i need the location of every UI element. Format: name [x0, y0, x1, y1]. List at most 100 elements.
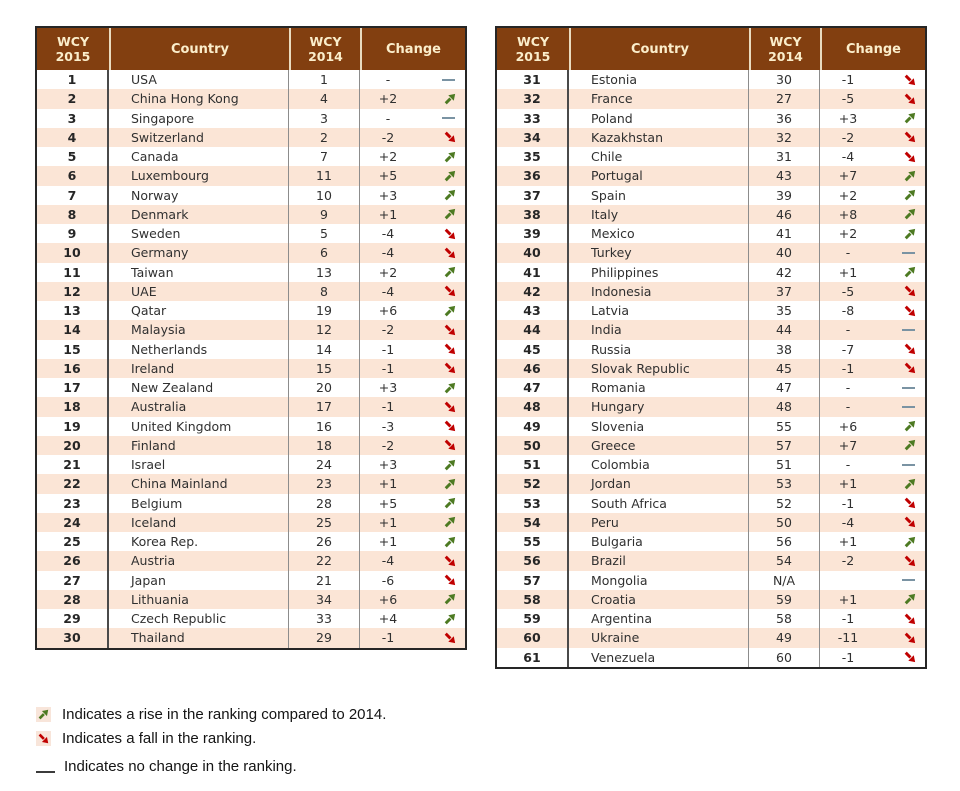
- rank-2015-cell: 20: [37, 435, 109, 455]
- fall-arrow-icon: [444, 420, 456, 432]
- rank-2014-cell: 52: [749, 493, 820, 513]
- change-cell: +8: [820, 205, 925, 224]
- rank-2015-cell: 29: [37, 609, 109, 629]
- rank-2015-cell: 30: [37, 628, 109, 648]
- rank-2015-cell: 55: [497, 532, 569, 552]
- fall-arrow-icon: [904, 363, 916, 374]
- rank-2015-cell: 36: [497, 166, 569, 186]
- rank-2015-cell: 16: [37, 358, 109, 378]
- rise-arrow-icon: [444, 170, 456, 182]
- change-direction: [426, 516, 465, 528]
- country-cell: USA: [109, 70, 289, 90]
- change-direction: [426, 343, 465, 355]
- fall-arrow-icon: [444, 247, 456, 259]
- legend-item-fall: Indicates a fall in the ranking.: [36, 726, 386, 750]
- table-row: 39 Mexico 41 +2: [497, 224, 925, 244]
- country-cell: Japan: [109, 570, 289, 590]
- rank-2014-cell: 33: [289, 609, 360, 629]
- change-direction: [426, 459, 465, 471]
- change-cell: -1: [820, 648, 925, 667]
- header-wcy-2014-line2: 2014: [768, 49, 803, 64]
- change-cell: +2: [820, 186, 925, 205]
- change-direction: [886, 328, 925, 331]
- change-cell: -1: [360, 359, 465, 378]
- change-direction: [426, 439, 465, 451]
- header-change-label: Change: [386, 41, 441, 57]
- change-value: -2: [381, 129, 395, 145]
- table-row: 35 Chile 31 -4: [497, 147, 925, 167]
- rank-2015-cell: 46: [497, 358, 569, 378]
- rise-arrow-icon: [904, 536, 916, 547]
- change-value: +2: [378, 149, 398, 165]
- change-direction: [426, 266, 465, 278]
- change-value: -1: [841, 495, 855, 511]
- rise-arrow-icon: [904, 189, 916, 201]
- table-row: 48 Hungary 48 -: [497, 397, 925, 417]
- legend-text-rise: Indicates a rise in the ranking compared…: [62, 705, 387, 723]
- change-value: +1: [838, 264, 858, 280]
- rank-2014-cell: 55: [749, 416, 820, 436]
- rank-2015-cell: 56: [497, 551, 569, 571]
- rank-2014-cell: 4: [289, 89, 360, 109]
- rank-2015-cell: 49: [497, 416, 569, 436]
- change-direction: [886, 478, 925, 490]
- rise-arrow-icon: [444, 536, 456, 547]
- rank-2015-cell: 8: [37, 204, 109, 224]
- country-cell: Taiwan: [109, 262, 289, 282]
- rank-2015-cell: 33: [497, 108, 569, 128]
- change-direction: [426, 478, 465, 490]
- country-cell: South Africa: [569, 493, 749, 513]
- rank-2015-cell: 40: [497, 243, 569, 263]
- rank-2014-cell: 34: [289, 589, 360, 609]
- change-cell: +3: [360, 378, 465, 397]
- change-direction: [426, 574, 465, 586]
- country-cell: Ireland: [109, 358, 289, 378]
- change-value: -11: [837, 630, 859, 646]
- rank-2014-cell: 47: [749, 378, 820, 398]
- rank-2015-cell: 60: [497, 628, 569, 648]
- rank-2014-cell: 9: [289, 204, 360, 224]
- table-row: 25 Korea Rep. 26 +1: [37, 532, 465, 552]
- rank-2015-cell: 43: [497, 301, 569, 321]
- change-cell: -2: [820, 551, 925, 570]
- rank-2015-cell: 58: [497, 589, 569, 609]
- change-value: +6: [378, 303, 398, 319]
- change-value: -1: [841, 649, 855, 665]
- change-direction: [426, 324, 465, 336]
- rank-2015-cell: 32: [497, 89, 569, 109]
- fall-arrow-icon: [444, 343, 456, 355]
- rank-2015-cell: 7: [37, 185, 109, 205]
- country-cell: Peru: [569, 512, 749, 532]
- change-value: -2: [381, 322, 395, 338]
- legend: Indicates a rise in the ranking compared…: [36, 702, 386, 778]
- table-row: 29 Czech Republic 33 +4: [37, 609, 465, 629]
- rank-2014-cell: 24: [289, 455, 360, 475]
- rank-2014-cell: 20: [289, 378, 360, 398]
- rank-2014-cell: 48: [749, 397, 820, 417]
- change-value: -2: [841, 553, 855, 569]
- rank-2014-cell: 58: [749, 609, 820, 629]
- change-direction: [886, 362, 925, 374]
- rank-2015-cell: 31: [497, 70, 569, 90]
- change-cell: +7: [820, 166, 925, 185]
- change-cell: +7: [820, 436, 925, 455]
- fall-arrow-icon: [904, 93, 916, 105]
- fall-arrow-icon: [444, 132, 456, 143]
- fall-arrow-icon: [444, 440, 456, 451]
- change-value: +1: [838, 591, 858, 607]
- change-value: +1: [378, 476, 398, 492]
- country-cell: Hungary: [569, 397, 749, 417]
- rank-2015-cell: 50: [497, 435, 569, 455]
- change-direction: [426, 382, 465, 394]
- change-cell: -1: [360, 397, 465, 416]
- fall-arrow-icon: [444, 632, 456, 644]
- table-row: 43 Latvia 35 -8: [497, 301, 925, 321]
- change-direction: [886, 266, 925, 278]
- country-cell: Belgium: [109, 493, 289, 513]
- table-row: 33 Poland 36 +3: [497, 108, 925, 128]
- country-cell: Italy: [569, 204, 749, 224]
- change-cell: -4: [820, 147, 925, 166]
- table-row: 36 Portugal 43 +7: [497, 166, 925, 186]
- change-cell: -: [820, 320, 925, 339]
- change-value: -: [845, 322, 851, 338]
